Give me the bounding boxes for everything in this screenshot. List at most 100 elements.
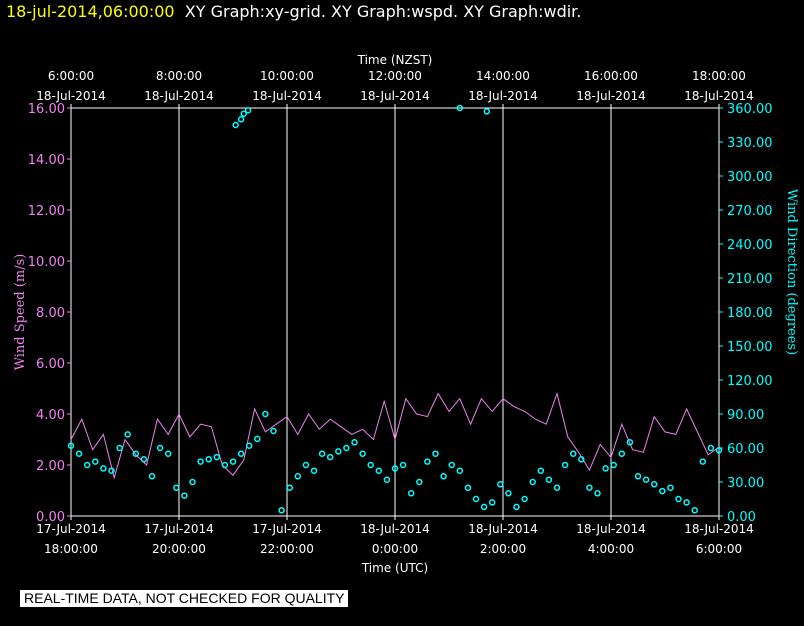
wind-direction-point [424, 458, 431, 465]
wind-direction-point [675, 495, 682, 503]
wind-direction-point [456, 467, 464, 474]
wind-direction-point [244, 107, 252, 114]
wind-direction-point [416, 478, 423, 486]
top-tick-date-label: 18-Jul-2014 [144, 89, 214, 103]
wind-direction-point [667, 484, 674, 491]
right-tick-label: 30.00 [727, 476, 764, 491]
wind-direction-point [164, 450, 172, 457]
wind-direction-point [335, 448, 342, 455]
wind-direction-point [132, 450, 140, 457]
left-tick-label: 2.00 [36, 459, 65, 474]
wind-direction-point [237, 450, 245, 457]
wind-direction-point [602, 465, 609, 472]
left-tick-label: 16.00 [28, 102, 65, 117]
bottom-tick-date-label: 17-Jul-2014 [252, 522, 322, 536]
wind-direction-point [456, 104, 464, 112]
wind-direction-point [181, 492, 188, 499]
wind-direction-point [448, 461, 455, 469]
wind-direction-point [148, 473, 156, 480]
bottom-tick-time-label: 4:00:00 [588, 542, 634, 556]
right-tick-label: 0.00 [727, 510, 756, 525]
left-tick-label: 8.00 [36, 306, 65, 321]
wind-direction-point [302, 461, 310, 469]
right-tick-label: 270.00 [727, 204, 773, 219]
wind-direction-point [375, 467, 383, 474]
wind-direction-point [699, 458, 707, 465]
right-tick-label: 300.00 [727, 170, 773, 185]
wind-direction-point [715, 447, 723, 454]
wind-direction-point [391, 465, 399, 472]
wind-direction-point [197, 458, 204, 465]
bottom-tick-date-label: 17-Jul-2014 [144, 522, 214, 536]
wind-direction-point [440, 473, 447, 480]
wind-speed-line [70, 391, 720, 480]
top-tick-time-label: 6:00:00 [48, 69, 94, 83]
left-tick-label: 10.00 [28, 255, 65, 270]
header-timestamp: 18-jul-2014,06:00:00 [6, 2, 175, 21]
top-axis-label: Time (NZST) [357, 53, 433, 67]
top-tick-date-label: 18-Jul-2014 [468, 89, 538, 103]
top-tick-time-label: 14:00:00 [476, 69, 530, 83]
wind-direction-point [278, 507, 285, 514]
right-tick-label: 120.00 [727, 374, 773, 389]
header-graph-titles: XY Graph:xy-grid. XY Graph:wspd. XY Grap… [184, 2, 582, 21]
wind-direction-point [578, 456, 585, 463]
wind-direction-point [610, 461, 617, 469]
wind-direction-point [594, 490, 601, 497]
wind-direction-point [650, 481, 658, 488]
wind-direction-point [505, 490, 512, 497]
top-tick-time-label: 10:00:00 [260, 69, 314, 83]
wind-direction-point [569, 450, 577, 457]
wind-direction-point [513, 503, 520, 511]
wind-direction-point [237, 116, 245, 123]
wind-direction-point [659, 487, 666, 495]
right-tick-label: 240.00 [727, 238, 773, 253]
wind-direction-point [642, 476, 650, 483]
wind-direction-point [351, 439, 358, 446]
wind-direction-point [480, 503, 488, 511]
wind-direction-point [205, 456, 212, 463]
wind-direction-point [232, 121, 239, 129]
wind-direction-point [464, 484, 472, 491]
top-tick-date-label: 18-Jul-2014 [252, 89, 322, 103]
wind-direction-point [618, 450, 626, 457]
bottom-tick-date-label: 18-Jul-2014 [360, 522, 430, 536]
left-axis-label: Wind Speed (m/s) [13, 254, 28, 371]
left-tick-label: 6.00 [36, 357, 65, 372]
wind-direction-point [240, 110, 248, 117]
wind-direction-point [92, 458, 99, 465]
wind-direction-point [213, 453, 221, 461]
wind-direction-point [156, 444, 164, 452]
wind-direction-point [189, 478, 196, 486]
wind-direction-point [140, 456, 148, 463]
wind-direction-point [286, 484, 293, 491]
top-tick-date-label: 18-Jul-2014 [360, 89, 430, 103]
right-tick-label: 180.00 [727, 306, 773, 321]
wind-direction-point [108, 467, 115, 474]
right-tick-label: 90.00 [727, 408, 764, 423]
bottom-tick-date-label: 18-Jul-2014 [468, 522, 538, 536]
wind-direction-point [116, 444, 123, 452]
chart-header: 18-jul-2014,06:00:00 XY Graph:xy-grid. X… [6, 2, 581, 21]
bottom-axis-label: Time (UTC) [361, 561, 428, 575]
right-tick-label: 360.00 [727, 102, 773, 117]
bottom-tick-time-label: 20:00:00 [152, 542, 206, 556]
left-tick-label: 14.00 [28, 153, 65, 168]
wind-direction-point [683, 499, 690, 506]
wind-direction-point [310, 467, 318, 474]
right-axis-label: Wind Direction (degrees) [784, 189, 799, 355]
bottom-tick-date-label: 18-Jul-2014 [576, 522, 646, 536]
wind-direction-point [294, 473, 302, 480]
wind-direction-point [318, 450, 326, 457]
wind-direction-point [254, 435, 261, 443]
wind-direction-point [707, 444, 715, 452]
top-tick-time-label: 8:00:00 [156, 69, 202, 83]
bottom-tick-date-label: 18-Jul-2014 [684, 522, 754, 536]
wind-direction-point [529, 478, 536, 486]
wind-direction-point [545, 476, 553, 483]
right-tick-label: 210.00 [727, 272, 773, 287]
wind-direction-point [173, 484, 180, 491]
bottom-tick-time-label: 2:00:00 [480, 542, 526, 556]
bottom-tick-time-label: 6:00:00 [696, 542, 742, 556]
